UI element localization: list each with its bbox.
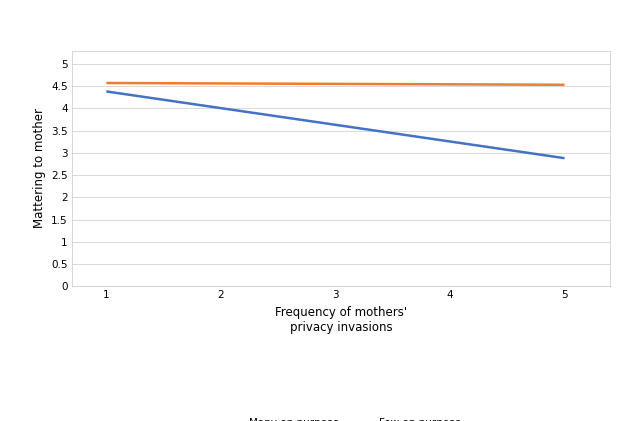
Y-axis label: Mattering to mother: Mattering to mother [33, 108, 46, 229]
X-axis label: Frequency of mothers'
privacy invasions: Frequency of mothers' privacy invasions [275, 306, 408, 334]
Legend: Many on purpose, Few on purpose: Many on purpose, Few on purpose [217, 414, 466, 421]
